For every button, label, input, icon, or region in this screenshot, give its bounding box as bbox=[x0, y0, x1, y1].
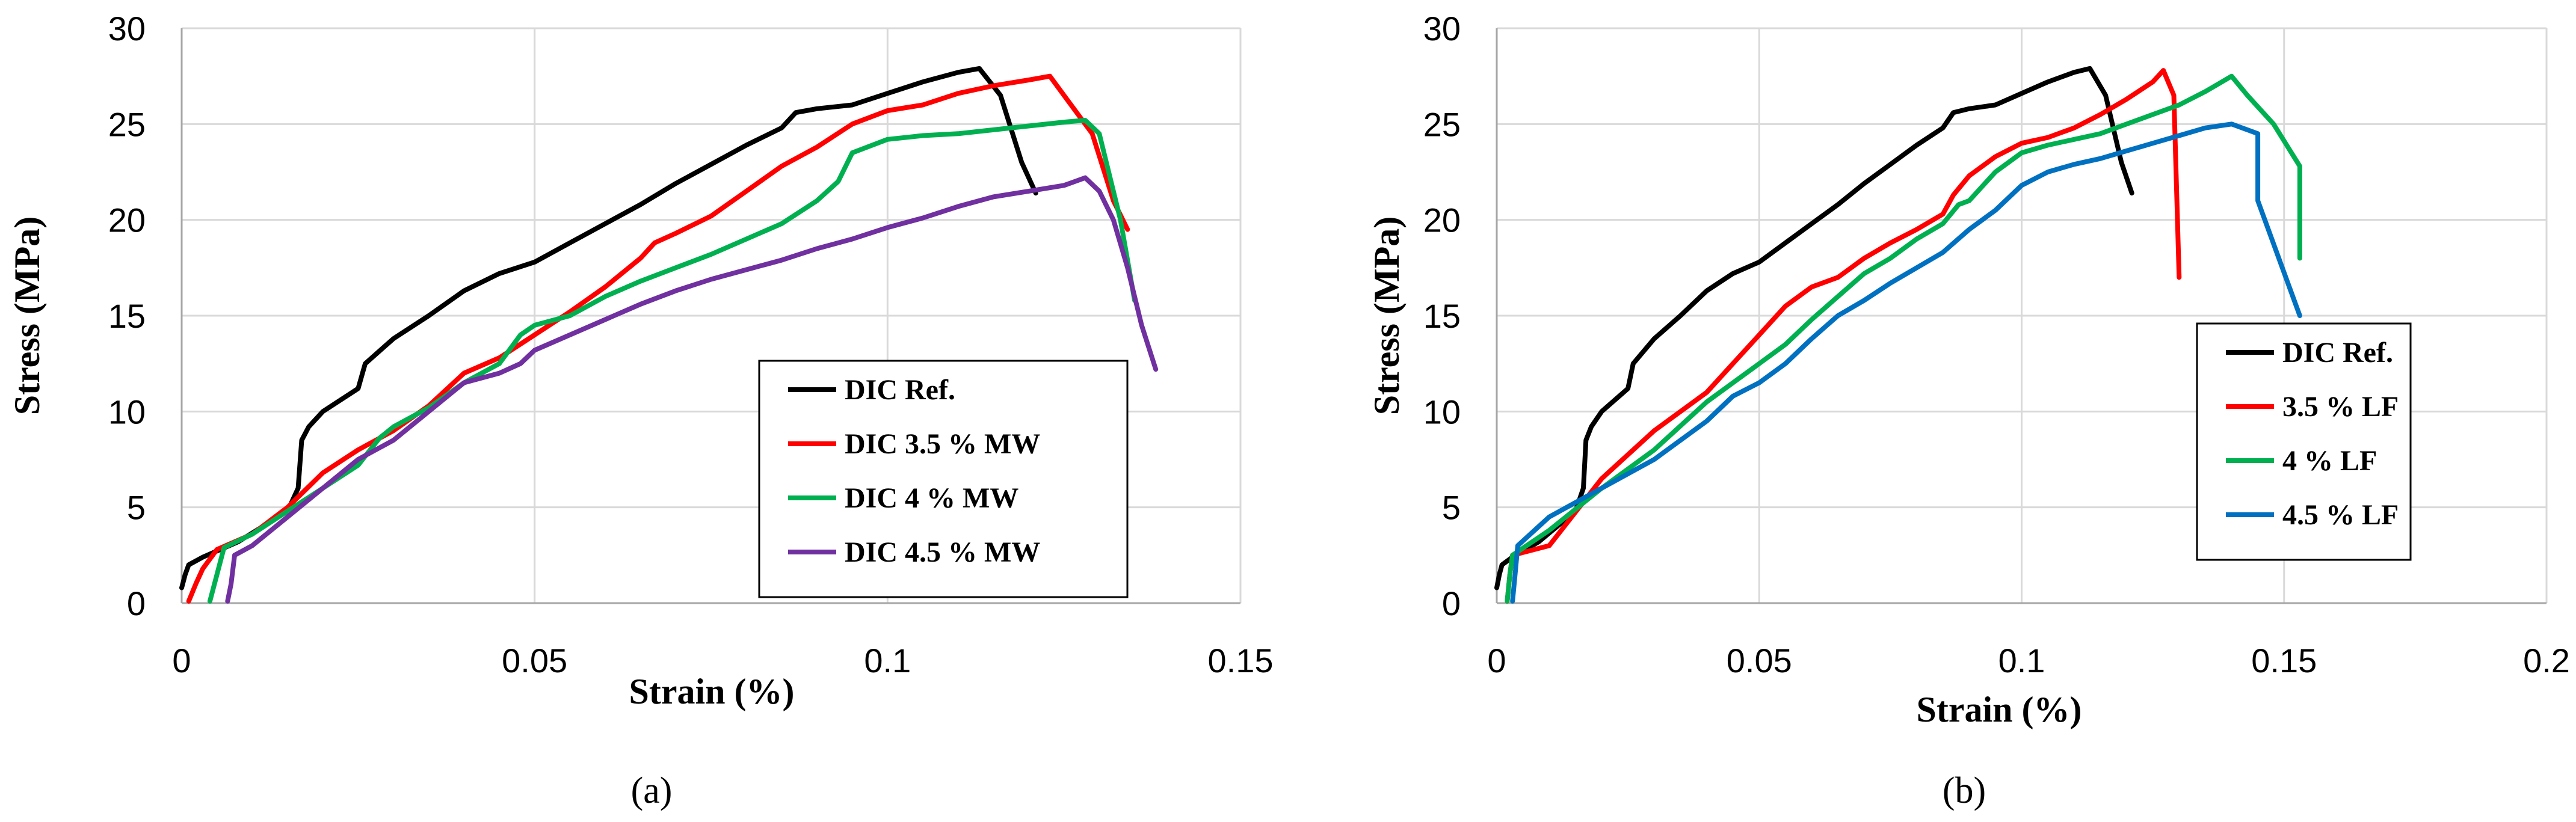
legend-label: 3.5 % LF bbox=[2282, 391, 2399, 423]
y-tick-label: 20 bbox=[108, 201, 146, 239]
series-line-1 bbox=[1505, 68, 2182, 604]
legend-label: 4.5 % LF bbox=[2282, 499, 2399, 531]
y-tick-label: 5 bbox=[1442, 489, 1461, 527]
legend-label: 4 % LF bbox=[2282, 445, 2377, 477]
y-tick-label: 15 bbox=[1423, 297, 1461, 335]
x-tick-label: 0 bbox=[172, 642, 191, 679]
series-line-2 bbox=[1505, 73, 2302, 604]
x-axis-label: Strain (%) bbox=[1917, 690, 2082, 729]
x-axis-label: Strain (%) bbox=[629, 672, 795, 711]
y-tick-label: 0 bbox=[127, 584, 146, 622]
subfigure-caption: (a) bbox=[631, 770, 673, 811]
y-tick-label: 25 bbox=[108, 105, 146, 143]
legend-label: DIC Ref. bbox=[2282, 337, 2393, 369]
x-tick-label: 0.15 bbox=[1208, 642, 1274, 679]
y-tick-label: 20 bbox=[1423, 201, 1461, 239]
legend: DIC Ref. 3.5 % LF 4 % LF 4.5 % LF bbox=[2196, 322, 2412, 561]
subfigure-caption: (b) bbox=[1943, 770, 1986, 811]
x-tick-label: 0.2 bbox=[2523, 642, 2570, 679]
x-tick-label: 0 bbox=[1487, 642, 1506, 679]
legend-label: DIC 4 % MW bbox=[845, 482, 1018, 514]
legend-label: DIC Ref. bbox=[845, 374, 955, 406]
y-tick-label: 10 bbox=[108, 393, 146, 431]
y-tick-label: 15 bbox=[108, 297, 146, 335]
x-tick-label: 0.1 bbox=[864, 642, 911, 679]
series-line-1 bbox=[186, 73, 1130, 604]
chart-a: 0 5 10 15 20 25 30 0 0.05 0.1 0.15 Stress (MPa) Stra… bbox=[7, 10, 1274, 811]
chart-b: 0 5 10 15 20 25 30 0 0.05 0.1 0.15 0.2 Stress (MPa) S… bbox=[1367, 10, 2570, 811]
y-tick-label: 5 bbox=[127, 489, 146, 527]
legend-label: DIC 3.5 % MW bbox=[845, 428, 1040, 460]
x-tick-label: 0.15 bbox=[2251, 642, 2317, 679]
y-axis-label: Stress (MPa) bbox=[1367, 216, 1407, 415]
series-line-3 bbox=[1510, 121, 2302, 604]
y-tick-label: 0 bbox=[1442, 584, 1461, 622]
legend: DIC Ref. DIC 3.5 % MW DIC 4 % MW DIC 4.5 % … bbox=[758, 360, 1129, 598]
y-axis-label: Stress (MPa) bbox=[7, 216, 47, 415]
x-tick-label: 0.1 bbox=[1998, 642, 2045, 679]
legend-box bbox=[2196, 322, 2412, 561]
series-line-3 bbox=[225, 175, 1159, 604]
y-tick-label: 30 bbox=[108, 10, 146, 48]
y-tick-label: 25 bbox=[1423, 105, 1461, 143]
y-tick-label: 30 bbox=[1423, 10, 1461, 48]
legend-box bbox=[758, 360, 1129, 598]
y-tick-label: 10 bbox=[1423, 393, 1461, 431]
x-tick-label: 0.05 bbox=[1727, 642, 1792, 679]
x-tick-label: 0.05 bbox=[502, 642, 567, 679]
legend-label: DIC 4.5 % MW bbox=[845, 536, 1040, 568]
